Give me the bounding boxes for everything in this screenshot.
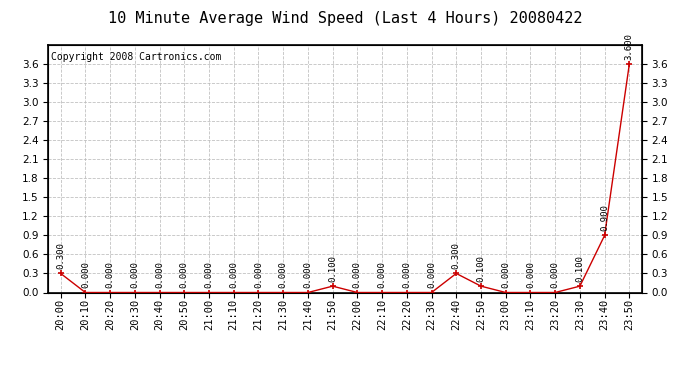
Text: 0.000: 0.000 bbox=[353, 261, 362, 288]
Text: 0.000: 0.000 bbox=[180, 261, 189, 288]
Text: 0.000: 0.000 bbox=[526, 261, 535, 288]
Text: 0.000: 0.000 bbox=[402, 261, 411, 288]
Text: 0.000: 0.000 bbox=[81, 261, 90, 288]
Text: 0.300: 0.300 bbox=[452, 242, 461, 269]
Text: 0.000: 0.000 bbox=[204, 261, 213, 288]
Text: 0.100: 0.100 bbox=[328, 255, 337, 282]
Text: 10 Minute Average Wind Speed (Last 4 Hours) 20080422: 10 Minute Average Wind Speed (Last 4 Hou… bbox=[108, 11, 582, 26]
Text: 0.000: 0.000 bbox=[501, 261, 510, 288]
Text: 0.000: 0.000 bbox=[279, 261, 288, 288]
Text: 0.000: 0.000 bbox=[229, 261, 238, 288]
Text: 0.000: 0.000 bbox=[551, 261, 560, 288]
Text: 3.600: 3.600 bbox=[625, 33, 634, 60]
Text: 0.100: 0.100 bbox=[477, 255, 486, 282]
Text: 0.100: 0.100 bbox=[575, 255, 584, 282]
Text: 0.000: 0.000 bbox=[106, 261, 115, 288]
Text: Copyright 2008 Cartronics.com: Copyright 2008 Cartronics.com bbox=[51, 53, 221, 62]
Text: 0.900: 0.900 bbox=[600, 204, 609, 231]
Text: 0.000: 0.000 bbox=[427, 261, 436, 288]
Text: 0.000: 0.000 bbox=[304, 261, 313, 288]
Text: 0.000: 0.000 bbox=[130, 261, 139, 288]
Text: 0.000: 0.000 bbox=[377, 261, 386, 288]
Text: 0.300: 0.300 bbox=[56, 242, 65, 269]
Text: 0.000: 0.000 bbox=[254, 261, 263, 288]
Text: 0.000: 0.000 bbox=[155, 261, 164, 288]
